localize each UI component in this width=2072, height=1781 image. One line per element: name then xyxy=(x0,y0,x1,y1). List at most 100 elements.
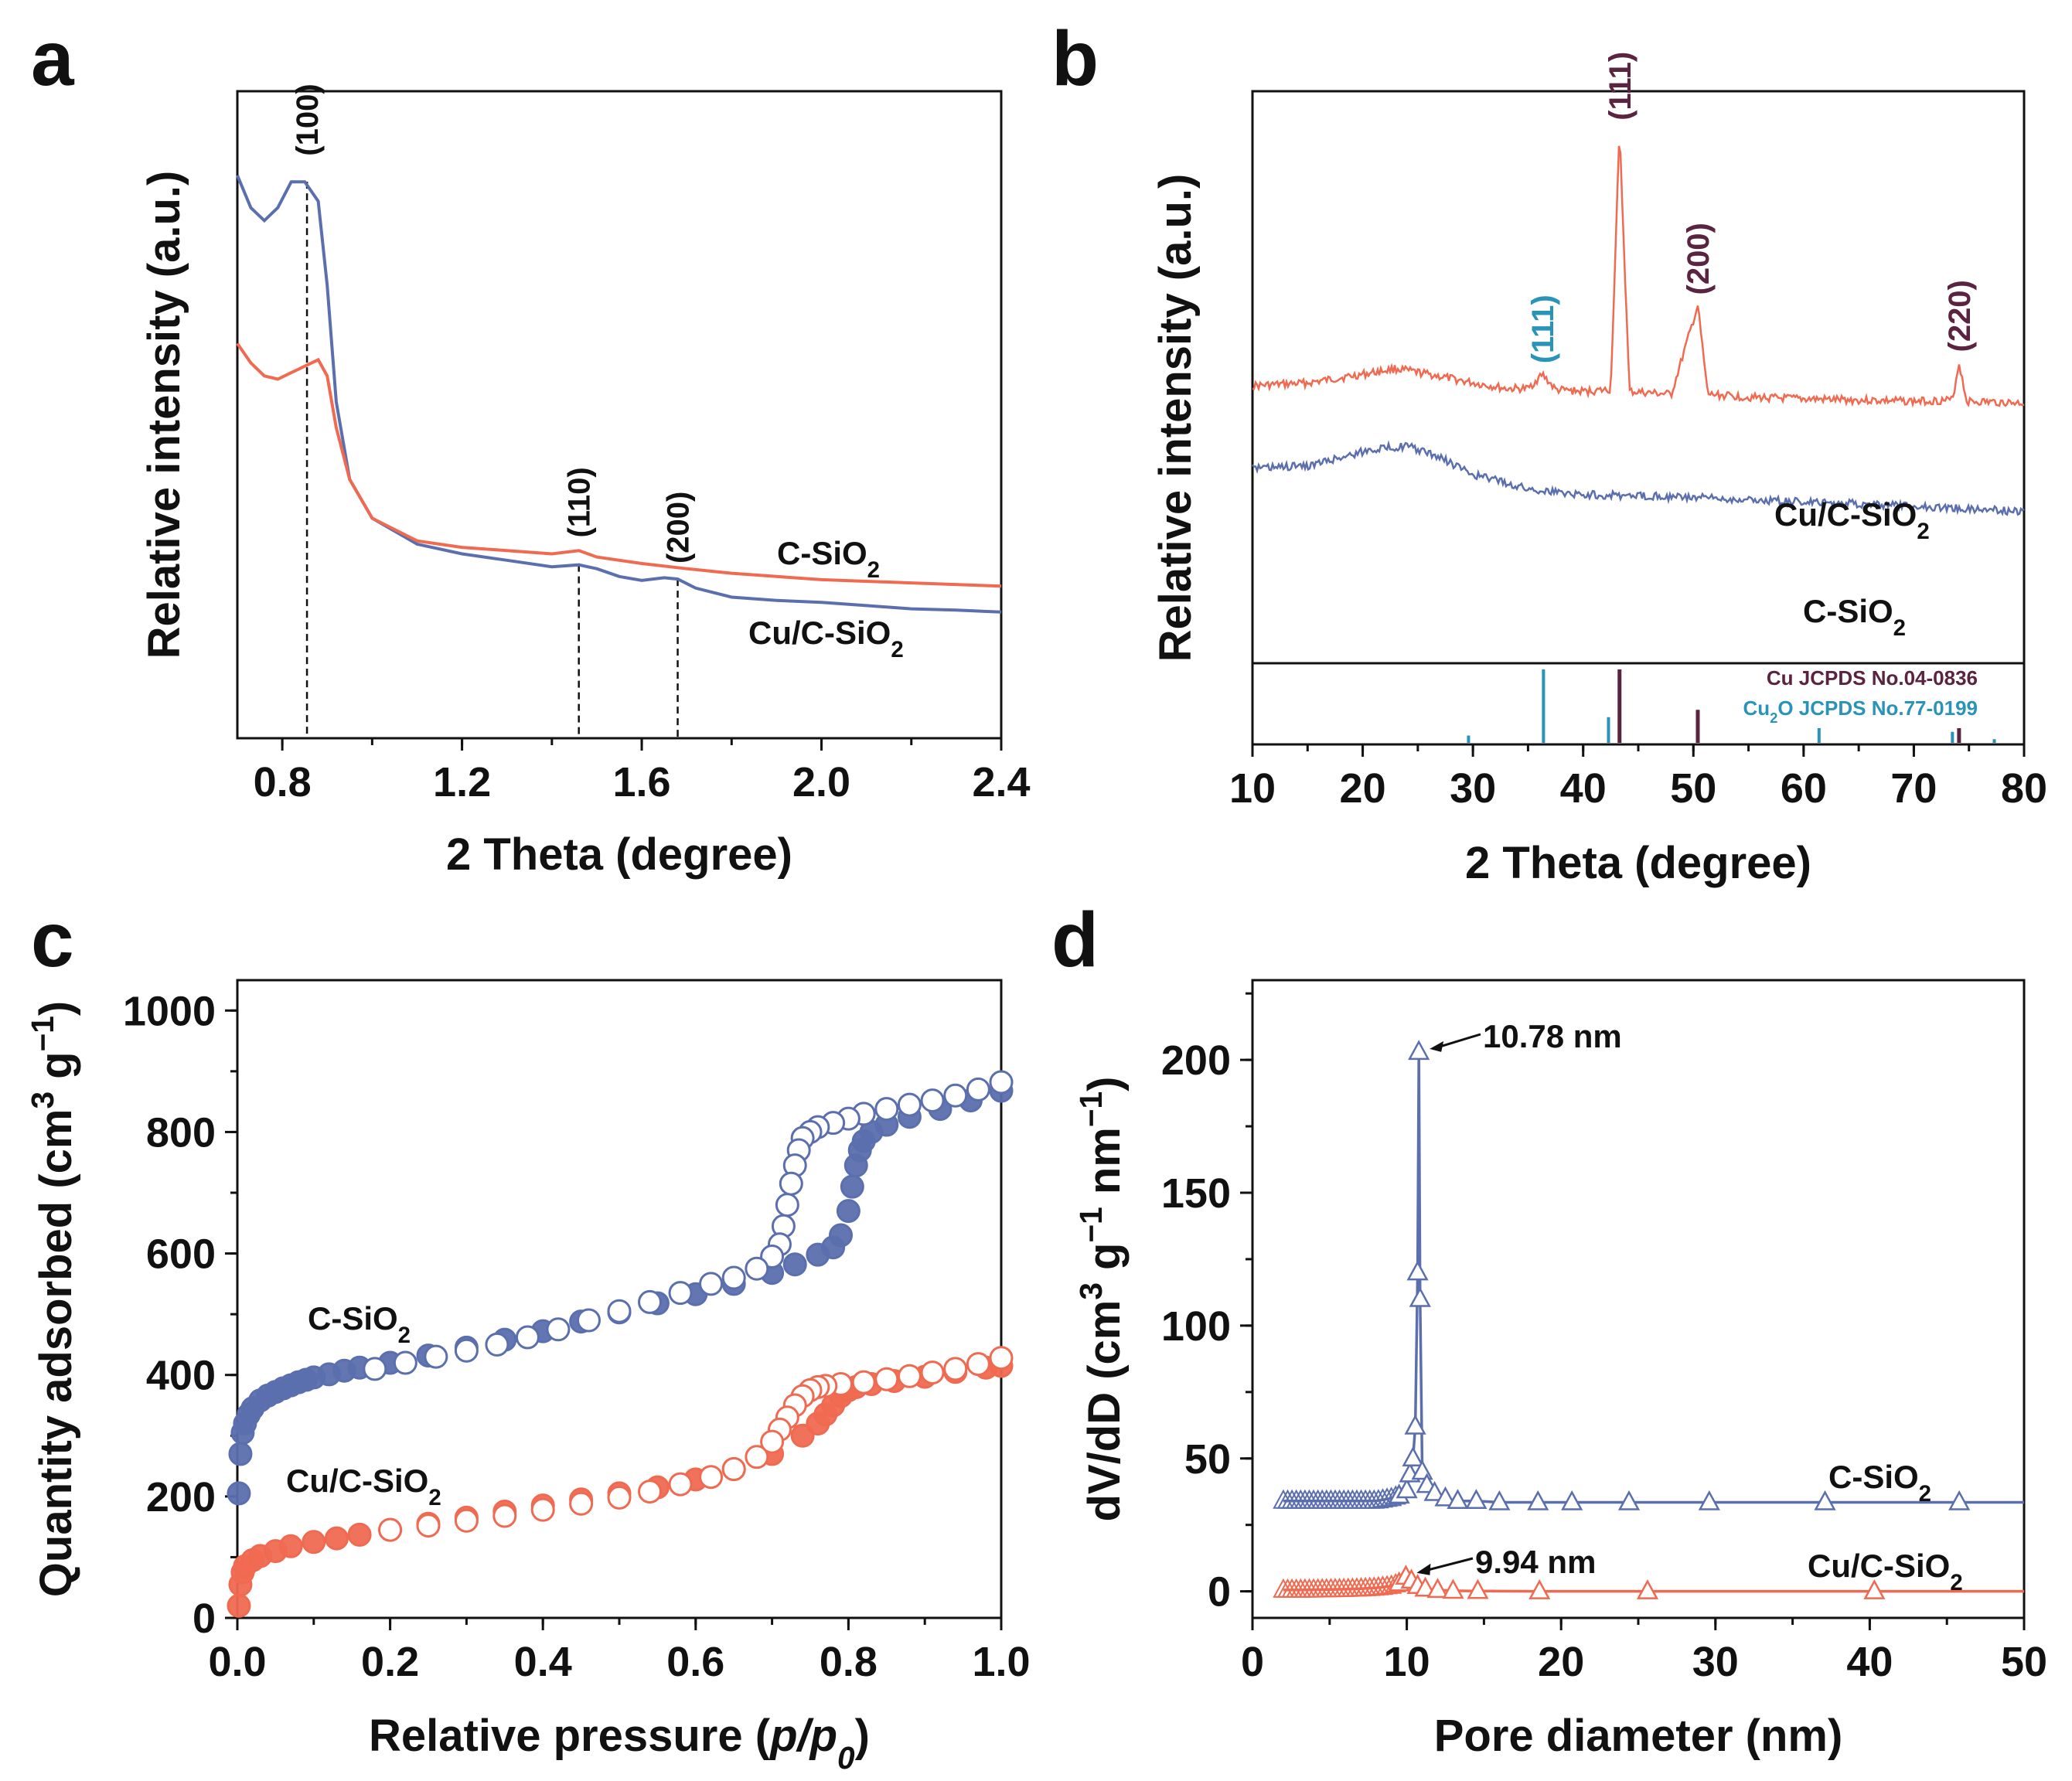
data-point xyxy=(829,1223,854,1248)
y-axis-title: Relative intensity (a.u.) xyxy=(139,171,189,659)
data-point xyxy=(324,1526,349,1551)
data-point xyxy=(278,1534,303,1558)
data-point xyxy=(607,1485,632,1510)
data-point xyxy=(1467,1578,1489,1599)
panel-label-a: a xyxy=(31,15,75,102)
data-point xyxy=(454,1508,479,1533)
panel-d: d 0 10 20 30 40 50 0 50 100 150 200 Pore diameter (n… xyxy=(1051,897,2047,1761)
series-markers-c-sio2-adsorption xyxy=(227,1078,1014,1506)
data-point xyxy=(1814,1490,1836,1510)
panel-b: b 10 20 30 40 50 60 70 80 2 Theta (degree) Relativ… xyxy=(1051,15,2047,888)
series-markers-c-sio2 xyxy=(1273,1040,1971,1510)
x-tick-label: 1.0 xyxy=(972,1639,1030,1685)
y-axis-title: Relative intensity (a.u.) xyxy=(1150,174,1201,662)
data-point xyxy=(378,1517,403,1542)
data-point xyxy=(1404,1414,1426,1435)
x-tick-label: 2.4 xyxy=(972,759,1030,805)
data-point xyxy=(393,1350,417,1375)
data-point xyxy=(546,1317,571,1342)
x-tick-label: 0.8 xyxy=(820,1639,878,1685)
cu-reference-label: Cu JCPDS No.04-0836 xyxy=(1767,666,1978,690)
peak-label: (111) xyxy=(1526,295,1560,363)
data-point xyxy=(576,1308,601,1333)
y-tick-label: 400 xyxy=(146,1353,216,1399)
data-point xyxy=(485,1332,509,1357)
x-tick-label: 10 xyxy=(1229,765,1276,812)
data-point xyxy=(1488,1490,1511,1510)
data-point xyxy=(721,1457,746,1481)
data-point xyxy=(1402,1446,1424,1466)
annotation-arrowhead xyxy=(1430,1040,1444,1052)
data-point xyxy=(1698,1490,1720,1510)
peak-label: (111) xyxy=(1603,52,1637,121)
y-tick-label: 200 xyxy=(146,1474,216,1520)
panel-c: c 0.0 0.2 0.4 0.6 0.8 1.0 0 200 400 600 800 1000 Rela… xyxy=(25,897,1031,1776)
y-axis-title: Quantity adsorbed (cm3 g−1) xyxy=(25,1001,81,1597)
cu2o-reference-label: Cu2O JCPDS No.77-0199 xyxy=(1743,696,1978,726)
data-point xyxy=(874,1367,899,1391)
data-point xyxy=(897,1092,922,1117)
series-label-c-sio2: C-SiO2 xyxy=(308,1300,411,1348)
x-tick-label: 0.4 xyxy=(514,1639,572,1685)
x-axis-title: 2 Theta (degree) xyxy=(1465,838,1811,888)
data-point xyxy=(760,1429,785,1454)
peak-label: (200) xyxy=(1682,223,1716,295)
x-tick-label: 50 xyxy=(2001,1639,2047,1685)
series-label-cu-c-sio2: Cu/C-SiO2 xyxy=(1774,496,1930,544)
x-tick-label: 0.2 xyxy=(361,1639,419,1685)
data-point xyxy=(989,1070,1014,1095)
data-point xyxy=(699,1465,724,1490)
series-label-cu-c-sio2: Cu/C-SiO2 xyxy=(286,1463,441,1510)
x-tick-label: 60 xyxy=(1781,765,1827,812)
series-markers-cu-c-sio2-desorption xyxy=(378,1346,1014,1542)
data-point xyxy=(1434,1486,1457,1507)
data-point xyxy=(492,1503,517,1528)
y-tick-label: 150 xyxy=(1161,1170,1231,1217)
series-line-cu-c-sio2 xyxy=(236,342,1002,588)
data-point xyxy=(1617,1490,1641,1510)
x-tick-label: 80 xyxy=(2001,765,2047,812)
series-line-cu-c-sio2 xyxy=(1252,145,2025,408)
peak-label: (100) xyxy=(291,83,325,155)
y-tick-label: 100 xyxy=(1161,1303,1231,1350)
data-point xyxy=(1863,1579,1886,1599)
data-point xyxy=(530,1497,555,1522)
plot-frame xyxy=(236,90,1003,740)
series-line-c-sio2 xyxy=(1252,440,2025,516)
data-point xyxy=(775,1193,799,1217)
data-point xyxy=(424,1344,448,1369)
data-point xyxy=(454,1338,479,1363)
y-tick-label: 1000 xyxy=(123,988,216,1034)
data-point xyxy=(1528,1579,1551,1599)
y-tick-label: 50 xyxy=(1184,1436,1231,1483)
data-point xyxy=(416,1514,441,1538)
plot-frame xyxy=(236,979,1003,1619)
peak-label: (200) xyxy=(662,492,696,564)
x-tick-label: 50 xyxy=(1670,765,1716,812)
data-point xyxy=(363,1357,387,1381)
data-point xyxy=(943,1083,968,1108)
x-tick-label: 0.0 xyxy=(208,1639,266,1685)
data-point xyxy=(897,1364,922,1388)
data-point xyxy=(1447,1489,1469,1509)
series-line-c-sio2 xyxy=(236,175,1002,614)
data-point xyxy=(920,1360,945,1385)
data-point xyxy=(874,1097,899,1122)
data-point xyxy=(347,1522,372,1547)
y-tick-label: 600 xyxy=(146,1231,216,1278)
series-line-c-sio2 xyxy=(1283,1051,2024,1504)
x-tick-label: 1.2 xyxy=(433,759,491,805)
x-axis-title: Pore diameter (nm) xyxy=(1434,1711,1843,1761)
data-point xyxy=(966,1077,990,1102)
data-point xyxy=(1426,1578,1449,1599)
data-point xyxy=(966,1352,990,1377)
series-label-c-sio2: C-SiO2 xyxy=(777,535,880,583)
data-point xyxy=(745,1256,769,1281)
x-tick-label: 0.8 xyxy=(254,759,312,805)
data-point xyxy=(1465,1489,1488,1509)
data-point xyxy=(1442,1578,1464,1599)
data-point xyxy=(1948,1490,1971,1510)
data-point xyxy=(638,1480,663,1504)
y-axis-title: dV/dD (cm3 g−1 nm−1) xyxy=(1073,1077,1130,1522)
